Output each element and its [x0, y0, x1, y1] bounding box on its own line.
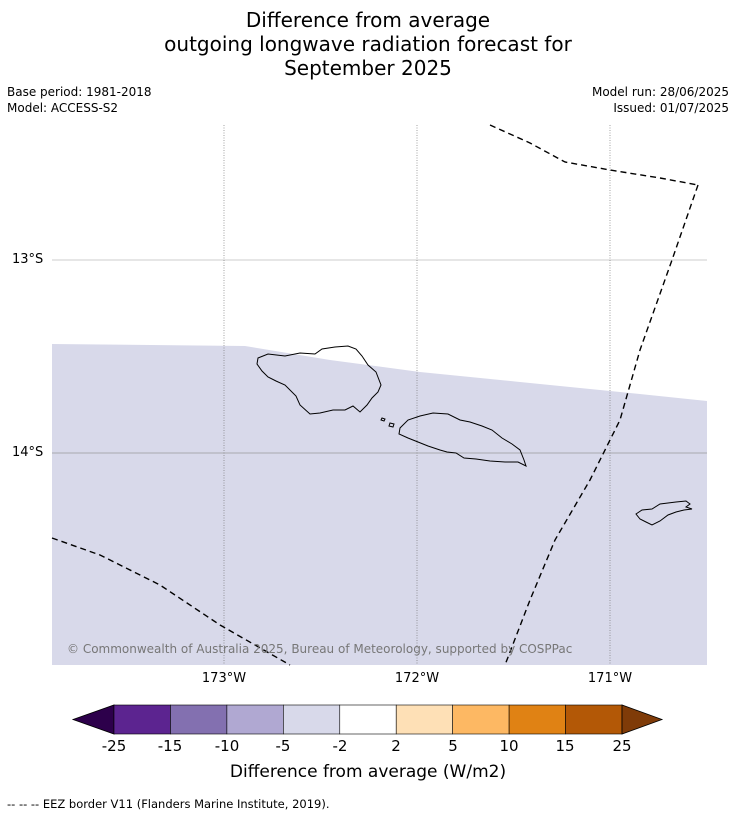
model-name: Model: ACCESS-S2 [7, 101, 119, 115]
issued-date: Issued: 01/07/2025 [613, 101, 729, 115]
colorbar-tick: 5 [448, 737, 458, 755]
colorbar-segment [283, 704, 341, 735]
tutuila-island [635, 500, 693, 526]
colorbar-segment [452, 704, 510, 735]
colorbar-tick: 10 [499, 737, 519, 755]
colorbar-segment [508, 704, 566, 735]
colorbar-label: Difference from average (W/m2) [229, 762, 507, 782]
anomaly-fill-region [52, 344, 707, 665]
colorbar-segment [565, 704, 623, 735]
meta-right: Model run: 28/06/2025 Issued: 01/07/2025 [592, 84, 729, 116]
chart-title: Difference from average outgoing longwav… [0, 8, 736, 80]
colorbar-tick: -2 [332, 737, 348, 755]
colorbar-tick: -25 [101, 737, 127, 755]
colorbar-tick: -5 [275, 737, 291, 755]
colorbar-tick: -10 [214, 737, 240, 755]
colorbar-segment [113, 704, 171, 735]
colorbar-segment [226, 704, 284, 735]
colorbar-segment [170, 704, 228, 735]
lat-label-13: 13°S [12, 252, 44, 267]
savaii-island [256, 345, 382, 415]
colorbar-segment [395, 704, 453, 735]
eez-border-north [489, 124, 699, 186]
colorbar-tick: 25 [612, 737, 632, 755]
meta-left: Base period: 1981-2018 Model: ACCESS-S2 [7, 84, 152, 116]
colorbar [71, 704, 664, 735]
colorbar-segment [339, 704, 397, 735]
apolima-islet [388, 422, 395, 428]
colorbar-extend-under [71, 704, 115, 735]
map-credit: © Commonwealth of Australia 2025, Bureau… [67, 642, 572, 656]
lon-label-173: 173°W [201, 671, 247, 686]
colorbar-extend-over [621, 704, 664, 735]
manono-islet [380, 417, 386, 422]
colorbar-tick: 15 [555, 737, 575, 755]
eez-border-southwest [51, 537, 291, 666]
title-line-2: outgoing longwave radiation forecast for [164, 32, 572, 56]
eez-border-east [504, 184, 699, 666]
upolu-island [398, 412, 527, 467]
title-line-3: September 2025 [284, 56, 452, 80]
title-line-1: Difference from average [245, 8, 491, 32]
model-run: Model run: 28/06/2025 [591, 85, 729, 99]
lon-label-171: 171°W [587, 671, 633, 686]
colorbar-tick: -15 [157, 737, 183, 755]
base-period: Base period: 1981-2018 [7, 85, 152, 99]
lat-label-14: 14°S [12, 445, 44, 460]
eez-legend: -- -- -- EEZ border V11 (Flanders Marine… [7, 797, 330, 811]
lon-label-172: 172°W [394, 671, 440, 686]
colorbar-tick: 2 [391, 737, 401, 755]
